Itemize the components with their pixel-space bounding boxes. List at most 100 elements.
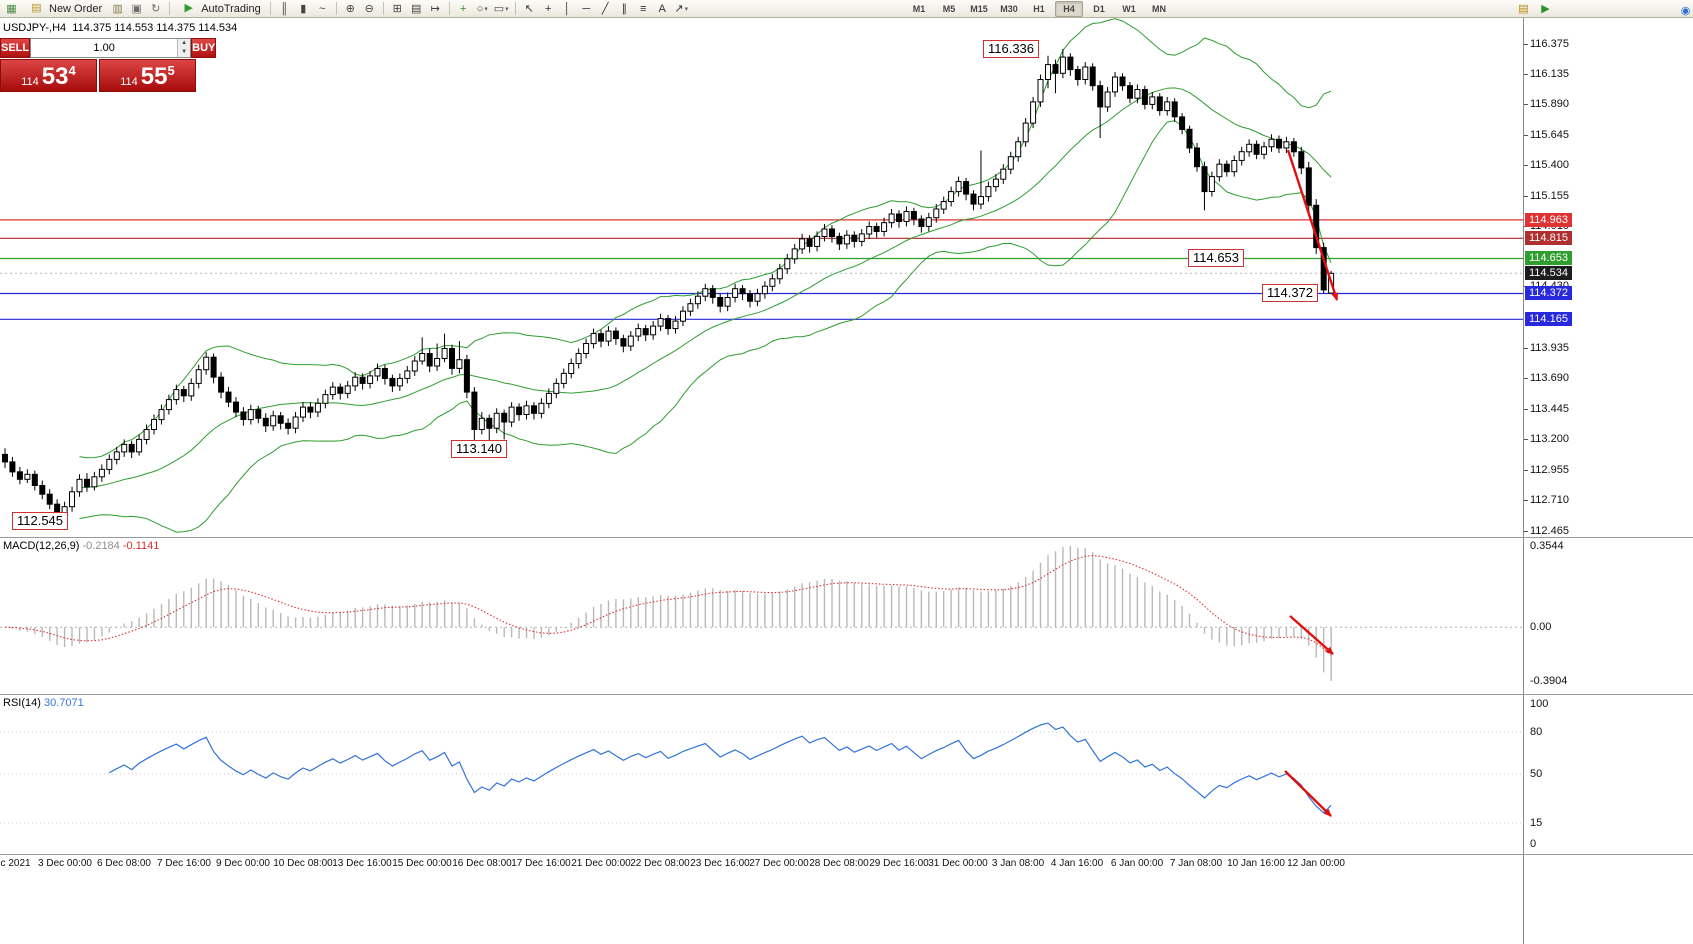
time-axis-label: 10 Jan 16:00 bbox=[1227, 858, 1285, 869]
text-icon[interactable]: A bbox=[658, 3, 666, 15]
template-icon-caret[interactable]: ▾ bbox=[505, 6, 509, 13]
vertical-line-icon[interactable]: │ bbox=[563, 3, 571, 15]
arrow-tool-icon-caret[interactable]: ▾ bbox=[684, 6, 689, 13]
rsi-axis-label: 0 bbox=[1530, 838, 1537, 850]
chart-price-label[interactable]: 114.653 bbox=[1187, 249, 1245, 267]
time-axis-label: 23 Dec 16:00 bbox=[690, 858, 750, 869]
refresh-icon[interactable]: ↻ bbox=[151, 3, 161, 15]
timeframe-button-m30[interactable]: M30 bbox=[1000, 4, 1018, 14]
zoom-out-icon[interactable]: ⊖ bbox=[364, 3, 374, 15]
rsi-axis-label: 100 bbox=[1530, 698, 1549, 710]
timeframe-button-h1[interactable]: H1 bbox=[1033, 4, 1045, 14]
price-axis-tick: 112.955 bbox=[1530, 464, 1569, 476]
rsi-value: 30.7071 bbox=[43, 697, 84, 709]
price-axis-tickmark bbox=[1524, 348, 1528, 349]
lot-increase-button[interactable]: ▲ bbox=[178, 39, 191, 48]
arrow-tool-icon[interactable]: ↗ ▾ bbox=[674, 3, 689, 15]
autotrading-label: AutoTrading bbox=[201, 2, 261, 15]
timeframe-button-m5[interactable]: M5 bbox=[942, 4, 956, 14]
time-axis-label: 28 Dec 08:00 bbox=[809, 858, 869, 869]
bid-price-button[interactable]: 114 53 4 bbox=[0, 59, 97, 92]
price-axis-tick: 115.155 bbox=[1530, 190, 1569, 202]
macd-axis-max: 0.3544 bbox=[1530, 540, 1564, 552]
price-axis-tag: 114.372 bbox=[1525, 286, 1572, 300]
zoom-in-icon[interactable]: ⊕ bbox=[345, 3, 355, 15]
chart-symbol-ohlc: USDJPY-,H4 114.375 114.553 114.375 114.5… bbox=[3, 22, 238, 34]
time-axis-label: 16 Dec 08:00 bbox=[452, 858, 512, 869]
buy-button[interactable]: BUY bbox=[191, 38, 217, 58]
chart-shift-icon[interactable]: ↦ bbox=[430, 3, 440, 15]
periods-icon-caret[interactable]: ▾ bbox=[484, 6, 488, 13]
charts-cascade-icon[interactable]: ▣ bbox=[131, 3, 142, 15]
toolbar-separator bbox=[269, 2, 271, 15]
strategy-tester-icon[interactable]: ▶ bbox=[1541, 3, 1550, 15]
macd-panel-separator[interactable] bbox=[0, 537, 1693, 538]
profiles-icon[interactable]: ▥ bbox=[112, 3, 123, 15]
line-chart-icon[interactable]: ~ bbox=[319, 3, 326, 15]
chart-canvas[interactable] bbox=[0, 0, 1523, 944]
template-icon[interactable]: ▭ ▾ bbox=[493, 3, 509, 15]
price-axis-tickmark bbox=[1524, 500, 1528, 501]
time-axis-label: 13 Dec 16:00 bbox=[332, 858, 392, 869]
trendline-icon[interactable]: ╱ bbox=[601, 3, 609, 15]
toolbar-separator bbox=[448, 2, 450, 15]
price-axis-tag: 114.653 bbox=[1525, 251, 1572, 265]
rsi-panel-separator[interactable] bbox=[0, 694, 1693, 695]
chart-price-label[interactable]: 113.140 bbox=[450, 440, 508, 458]
sell-button[interactable]: SELL bbox=[0, 38, 31, 58]
lot-size-input[interactable] bbox=[31, 39, 178, 57]
lot-decrease-button[interactable]: ▼ bbox=[178, 48, 191, 57]
time-axis[interactable]: 2 Dec 2021 3 Dec 00:00 6 Dec 08:00 7 Dec 16… bbox=[0, 855, 1523, 873]
new-order-icon: ▤ bbox=[31, 2, 42, 14]
fibonacci-icon[interactable]: ≡ bbox=[640, 3, 647, 15]
price-axis-tickmark bbox=[1524, 531, 1528, 532]
candlestick-chart-icon[interactable]: ▮ bbox=[300, 3, 307, 15]
tile-windows-icon[interactable]: ⊞ bbox=[392, 3, 402, 15]
add-indicator-icon[interactable]: + bbox=[460, 3, 467, 15]
timeframe-button-m1[interactable]: M1 bbox=[912, 4, 926, 14]
time-axis-label: 6 Jan 00:00 bbox=[1110, 858, 1164, 869]
price-axis-tickmark bbox=[1524, 470, 1528, 471]
time-axis-label: 31 Dec 00:00 bbox=[928, 858, 988, 869]
data-window-icon[interactable]: ▤ bbox=[1518, 3, 1529, 15]
new-chart-icon[interactable]: ▦ bbox=[6, 3, 17, 15]
timeframe-button-w1[interactable]: W1 bbox=[1122, 4, 1136, 14]
periods-icon[interactable]: ○ ▾ bbox=[476, 3, 488, 15]
chart-price-label[interactable]: 116.336 bbox=[982, 40, 1040, 58]
auto-arrange-icon[interactable]: ▤ bbox=[411, 3, 422, 15]
time-axis-label: 27 Dec 00:00 bbox=[749, 858, 809, 869]
price-axis[interactable]: 116.375 116.135 115.890 115.645 115.400 115.1… bbox=[1523, 18, 1693, 944]
price-axis-tick: 116.375 bbox=[1530, 38, 1569, 50]
bid-price-big: 53 bbox=[41, 63, 69, 90]
time-axis-label: 22 Dec 08:00 bbox=[630, 858, 690, 869]
timeframe-button-h4[interactable]: H4 bbox=[1055, 1, 1083, 17]
time-axis-label: 29 Dec 16:00 bbox=[869, 858, 929, 869]
price-axis-tick: 113.690 bbox=[1530, 372, 1569, 384]
price-axis-tag: 114.963 bbox=[1525, 213, 1572, 227]
timeframe-toolbar: M1 M5 M15 M30 H1 H4 D1 W1 MN bbox=[905, 1, 1173, 17]
toolbar: ▦ ▤ New Order ▥ ▣ ↻ ▶ AutoTrading ║ ▮ ~ ⊕ ⊖ ⊞… bbox=[0, 0, 1693, 18]
timeframe-button-mn[interactable]: MN bbox=[1152, 4, 1166, 14]
bar-chart-icon[interactable]: ║ bbox=[280, 3, 289, 15]
new-order-button[interactable]: ▤ New Order bbox=[22, 1, 107, 16]
macd-axis-min: -0.3904 bbox=[1530, 675, 1568, 687]
toolbar-corner: ◉ bbox=[1676, 1, 1693, 20]
community-icon[interactable]: ◉ bbox=[1680, 5, 1691, 17]
cursor-icon[interactable]: ↖ bbox=[524, 3, 534, 15]
autotrading-button[interactable]: ▶ AutoTrading bbox=[174, 1, 266, 16]
horizontal-line-icon[interactable]: ─ bbox=[582, 3, 591, 15]
ask-price-button[interactable]: 114 55 5 bbox=[99, 59, 196, 92]
price-axis-tickmark bbox=[1524, 196, 1528, 197]
rsi-indicator-label: RSI(14) 30.7071 bbox=[3, 697, 84, 709]
time-axis-separator bbox=[0, 854, 1693, 855]
chart-price-label[interactable]: 114.372 bbox=[1261, 284, 1319, 302]
price-axis-tickmark bbox=[1524, 409, 1528, 410]
timeframe-button-m15[interactable]: M15 bbox=[970, 4, 988, 14]
chart-price-label[interactable]: 112.545 bbox=[11, 512, 69, 530]
timeframe-button-d1[interactable]: D1 bbox=[1093, 4, 1105, 14]
toolbar-separator bbox=[382, 2, 384, 15]
channel-icon[interactable]: ∥ bbox=[621, 3, 627, 15]
crosshair-icon[interactable]: + bbox=[545, 3, 552, 15]
time-axis-label: 3 Dec 00:00 bbox=[38, 858, 92, 869]
